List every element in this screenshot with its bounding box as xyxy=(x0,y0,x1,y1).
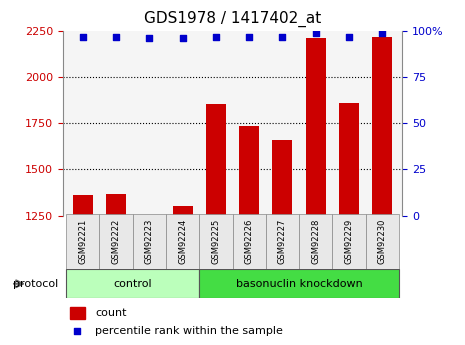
Text: control: control xyxy=(113,279,152,289)
Bar xyxy=(339,103,359,216)
Text: percentile rank within the sample: percentile rank within the sample xyxy=(95,326,283,335)
Bar xyxy=(365,214,399,271)
Bar xyxy=(239,126,259,216)
Text: count: count xyxy=(95,308,126,318)
Bar xyxy=(66,214,100,271)
Bar xyxy=(100,214,133,271)
Point xyxy=(179,36,186,41)
Bar xyxy=(73,195,93,216)
Point xyxy=(379,30,386,36)
Text: GSM92230: GSM92230 xyxy=(378,218,387,264)
Point xyxy=(79,34,86,39)
Text: GSM92225: GSM92225 xyxy=(212,218,220,264)
Bar xyxy=(272,140,292,216)
Text: GSM92227: GSM92227 xyxy=(278,218,287,264)
Bar xyxy=(70,307,85,319)
Bar xyxy=(173,206,193,216)
Bar xyxy=(166,214,199,271)
Bar xyxy=(306,38,325,216)
Point xyxy=(113,34,120,39)
Point xyxy=(312,30,319,36)
Point xyxy=(246,34,253,39)
Bar xyxy=(299,214,332,271)
Point xyxy=(146,36,153,41)
Bar xyxy=(372,37,392,216)
Text: GDS1978 / 1417402_at: GDS1978 / 1417402_at xyxy=(144,10,321,27)
Text: basonuclin knockdown: basonuclin knockdown xyxy=(236,279,362,289)
Text: GSM92223: GSM92223 xyxy=(145,218,154,264)
Bar xyxy=(66,269,199,298)
Bar xyxy=(199,214,232,271)
Text: GSM92228: GSM92228 xyxy=(311,218,320,264)
Text: GSM92224: GSM92224 xyxy=(178,218,187,264)
Text: GSM92229: GSM92229 xyxy=(345,218,353,264)
Bar xyxy=(206,104,226,216)
Text: GSM92226: GSM92226 xyxy=(245,218,253,264)
Bar xyxy=(106,194,126,216)
Point xyxy=(73,328,81,333)
Bar xyxy=(266,214,299,271)
Text: protocol: protocol xyxy=(13,279,58,289)
Bar xyxy=(232,214,266,271)
Bar xyxy=(199,269,399,298)
Text: GSM92222: GSM92222 xyxy=(112,218,120,264)
Point xyxy=(212,34,219,39)
Bar xyxy=(140,215,159,216)
Bar xyxy=(332,214,365,271)
Point xyxy=(279,34,286,39)
Bar xyxy=(133,214,166,271)
Point xyxy=(345,34,352,39)
Text: GSM92221: GSM92221 xyxy=(78,218,87,264)
